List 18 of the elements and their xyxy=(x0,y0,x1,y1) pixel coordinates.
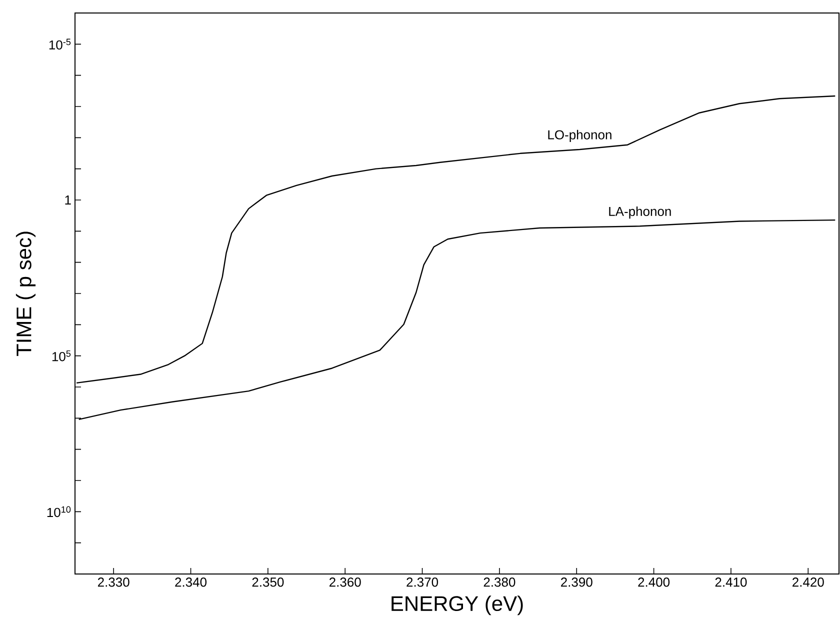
x-tick-label: 2.400 xyxy=(638,578,670,587)
y-axis-title: TIME ( p sec) xyxy=(16,232,36,356)
x-tick-label: 2.410 xyxy=(715,578,747,587)
x-tick-label: 2.390 xyxy=(561,578,592,587)
y-tick-label: 1 xyxy=(65,196,71,204)
x-tick-label: 2.420 xyxy=(792,578,824,587)
y-tick-label: 10$^{10}$ xyxy=(47,506,71,518)
x-axis-title: ENERGY (eV) xyxy=(392,596,523,616)
x-tick-label: 2.350 xyxy=(252,578,284,587)
x-tick-label: 2.360 xyxy=(329,578,361,587)
series-label: LO-phonon xyxy=(548,130,612,142)
y-tick-label: 10$^{-5}$ xyxy=(49,38,71,50)
x-tick-label: 2.340 xyxy=(175,578,207,587)
series-label: LA-phonon xyxy=(609,206,671,219)
y-tick-label: 10$^{5}$ xyxy=(52,350,71,362)
x-tick-label: 2.370 xyxy=(406,578,438,587)
x-tick-label: 2.330 xyxy=(98,578,130,587)
x-tick-label: 2.380 xyxy=(484,578,516,587)
